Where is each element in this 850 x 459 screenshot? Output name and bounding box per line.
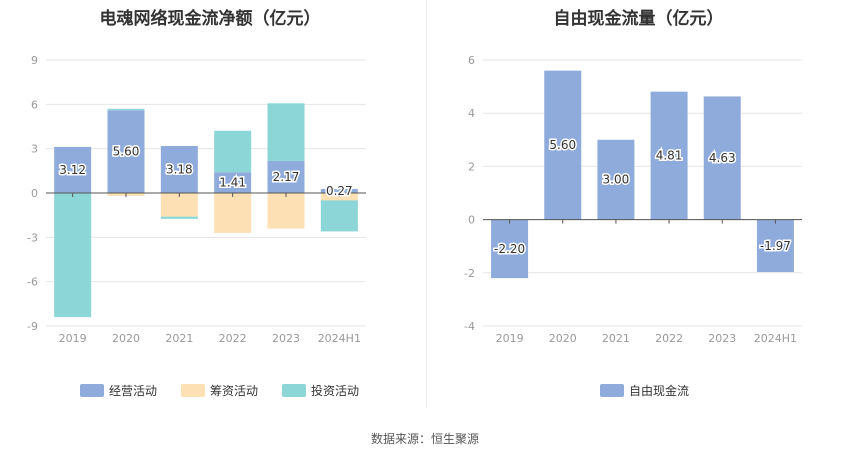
legend-swatch (282, 384, 306, 397)
y-tick-label: 6 (31, 98, 38, 111)
bar-投资活动-2022 (214, 130, 252, 173)
legend-label: 投资活动 (311, 383, 359, 398)
bar-自由现金流-2023 (703, 96, 741, 220)
x-tick-label: 2020 (112, 332, 140, 345)
y-tick-label: 2 (468, 160, 475, 173)
y-tick-label: -6 (27, 276, 38, 289)
bar-投资活动-2023 (267, 103, 305, 161)
x-tick-label: 2019 (59, 332, 87, 345)
right-chart-title: 自由现金流量（亿元） (553, 9, 724, 29)
chart-divider (426, 0, 427, 408)
bar-经营活动-2022 (214, 172, 252, 193)
bar-自由现金流-2020 (544, 70, 582, 220)
x-tick-label: 2024H1 (754, 332, 797, 345)
bar-自由现金流-2019 (491, 219, 529, 279)
left-chart-title: 电魂网络现金流净额（亿元） (99, 9, 321, 29)
data-label: 4.63 (709, 151, 736, 165)
bar-经营活动-2019 (54, 146, 92, 193)
y-tick-label: 0 (31, 187, 38, 200)
x-tick-label: 2019 (496, 332, 524, 345)
y-tick-label: 0 (468, 214, 475, 227)
data-label: -2.20 (494, 242, 525, 256)
x-tick-label: 2022 (655, 332, 683, 345)
bar-自由现金流-2022 (650, 91, 688, 220)
data-label: -1.97 (760, 239, 791, 253)
bar-筹资活动-2023 (267, 193, 305, 229)
y-tick-label: -3 (27, 231, 38, 244)
y-tick-label: 4 (468, 107, 475, 120)
x-tick-label: 2022 (219, 332, 247, 345)
legend-label: 筹资活动 (210, 384, 258, 398)
bar-经营活动-2024H1 (320, 189, 358, 193)
legend-label: 自由现金流 (629, 383, 689, 398)
bar-经营活动-2021 (160, 146, 198, 193)
data-label: 3.18 (166, 163, 193, 177)
y-tick-label: -2 (464, 267, 475, 280)
bar-筹资活动-2022 (214, 193, 252, 233)
bar-投资活动-2019 (54, 193, 92, 318)
x-tick-label: 2023 (272, 332, 300, 345)
bar-投资活动-2020 (107, 108, 145, 111)
bar-经营活动-2020 (107, 110, 145, 193)
bar-自由现金流-2021 (597, 139, 635, 220)
legend-swatch (80, 384, 104, 397)
data-label: 3.12 (59, 163, 86, 177)
bar-自由现金流-2024H1 (756, 219, 794, 273)
data-label: 4.81 (656, 149, 683, 163)
x-tick-label: 2021 (165, 332, 193, 345)
y-tick-label: -4 (464, 320, 475, 333)
data-label: 5.60 (549, 138, 576, 152)
legend-label: 经营活动 (109, 384, 157, 398)
y-tick-label: 9 (31, 54, 38, 67)
data-label: 5.60 (113, 145, 140, 159)
left-chart-svg: 9 6 3 0 -3 -6 -9 3.12 5.60 3.18 1.41 2.17 0.27 2019 20… (27, 54, 366, 398)
data-source-label: 数据来源：恒生聚源 (370, 432, 479, 446)
y-tick-label: -9 (27, 320, 38, 333)
bar-经营活动-2023 (267, 160, 305, 193)
x-tick-label: 2024H1 (318, 332, 361, 345)
legend-swatch (181, 384, 205, 397)
bar-投资活动-2021 (160, 216, 198, 219)
data-label: 0.27 (326, 184, 353, 198)
right-chart-svg: 6 4 2 0 -2 -4 -2.20 5.60 3.00 4.81 4.63 -1.97 2019 20… (464, 54, 802, 398)
y-tick-label: 6 (468, 54, 475, 67)
data-label: 3.00 (603, 173, 630, 187)
x-tick-label: 2021 (602, 332, 630, 345)
legend-swatch (600, 384, 624, 397)
data-label: 1.41 (219, 176, 246, 190)
bar-投资活动-2024H1 (320, 200, 358, 232)
data-label: 2.17 (273, 170, 300, 184)
x-tick-label: 2020 (549, 332, 577, 345)
y-tick-label: 3 (31, 143, 38, 156)
bar-筹资活动-2021 (160, 193, 198, 217)
x-tick-label: 2023 (708, 332, 736, 345)
